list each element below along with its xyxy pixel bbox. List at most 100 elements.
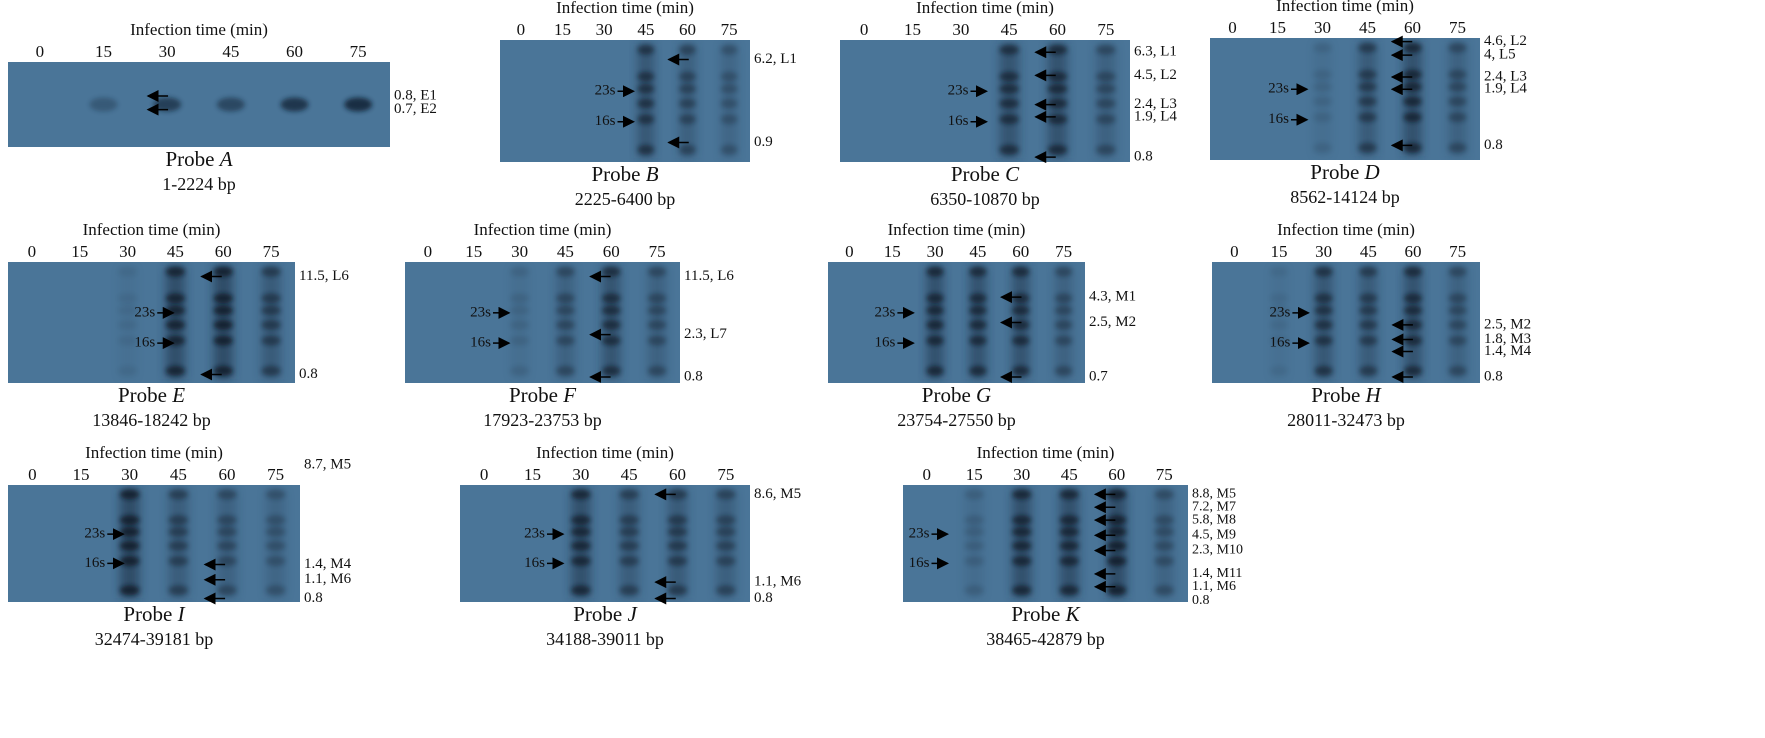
band (1358, 96, 1377, 107)
blot-panel: Infection time (min) 0 15 30 45 60 75 23s 16s 6.2… (500, 0, 797, 209)
band (217, 556, 237, 567)
band (964, 515, 984, 526)
band (1012, 489, 1032, 500)
band (165, 365, 185, 376)
size-label: 0.7 (1089, 368, 1108, 384)
band (1358, 69, 1377, 80)
probe-range: 23754-27550 bp (897, 410, 1016, 430)
blot-panel: Infection time (min) 0 15 30 45 60 75 23s 16s 4.6… (1210, 0, 1527, 207)
band (1096, 83, 1116, 94)
band (1314, 293, 1333, 304)
size-label: 4.5, L2 (1134, 67, 1177, 83)
lane-label: 45 (1360, 242, 1377, 261)
size-label: 2.5, M2 (1089, 314, 1136, 330)
band (168, 556, 189, 567)
band (1096, 44, 1116, 55)
band (1448, 335, 1467, 346)
rrna-marker: 23s (134, 304, 155, 320)
size-label: 7.2, M7 (1192, 499, 1236, 514)
band (999, 98, 1019, 109)
band (1012, 365, 1030, 376)
band (720, 98, 738, 109)
lane-label: 60 (215, 242, 232, 261)
blot-panel: Infection time (min) 0 15 30 45 60 75 23s 16s 11.… (405, 220, 734, 430)
band (118, 305, 138, 316)
band (1404, 266, 1422, 277)
band (510, 335, 529, 346)
band (1448, 81, 1467, 92)
band (647, 365, 667, 376)
band (1359, 319, 1378, 330)
band (667, 489, 688, 500)
band (969, 293, 987, 304)
band (1096, 98, 1116, 109)
band (1314, 319, 1333, 330)
band (265, 515, 286, 526)
probe-letter: J (627, 602, 638, 626)
band (1313, 142, 1332, 153)
band (344, 97, 373, 112)
band (1314, 365, 1333, 376)
probe-label: Probe G (922, 383, 991, 407)
band (926, 365, 944, 376)
band (510, 365, 529, 376)
probe-label: Probe J (573, 602, 638, 626)
probe-letter: G (976, 383, 991, 407)
band (1448, 142, 1467, 153)
size-label: 4.5, M9 (1192, 528, 1236, 543)
lane-label: 30 (572, 465, 589, 484)
band (217, 540, 237, 551)
size-label: 11.5, L6 (684, 268, 734, 284)
size-label: 0.8, E1 (394, 87, 437, 103)
lane-label: 60 (669, 465, 686, 484)
probe-letter: E (171, 383, 185, 407)
band (556, 335, 575, 346)
band (1096, 71, 1116, 82)
probe-label: Probe D (1310, 160, 1379, 184)
probe-label: Probe B (591, 162, 658, 186)
bands (510, 266, 667, 379)
band (213, 335, 233, 346)
rrna-marker: 16s (595, 113, 616, 129)
band (1314, 266, 1333, 277)
band (1059, 515, 1079, 526)
lane-label: 15 (465, 242, 482, 261)
blot (840, 40, 1130, 162)
band (1096, 144, 1116, 155)
band (1107, 585, 1127, 596)
probe-label: Probe C (951, 162, 1020, 186)
probe-label: Probe F (509, 383, 576, 407)
band (556, 293, 575, 304)
size-label: 0.7, E2 (394, 101, 437, 117)
size-label: 5.8, M8 (1192, 512, 1236, 527)
band (716, 489, 736, 500)
band (265, 556, 286, 567)
band (667, 515, 688, 526)
blot (500, 40, 750, 162)
rrna-marker: 16s (1270, 335, 1291, 351)
size-label: 0.8 (754, 590, 773, 606)
size-label: 0.8 (684, 368, 703, 384)
probe-letter: D (1364, 160, 1380, 184)
rrna-marker: 23s (470, 304, 491, 320)
probe-label: Probe K (1011, 602, 1080, 626)
band (667, 585, 688, 596)
band (1358, 142, 1377, 153)
band (667, 540, 688, 551)
lane-label: 0 (517, 20, 526, 39)
probe-label: Probe E (118, 383, 185, 407)
band (510, 319, 529, 330)
lane-label: 45 (969, 242, 986, 261)
band (619, 515, 639, 526)
band (1154, 585, 1174, 596)
band (168, 489, 189, 500)
band (720, 83, 738, 94)
band (647, 305, 667, 316)
lane-label: 0 (860, 20, 869, 39)
band (1154, 526, 1174, 537)
lane-label: 30 (952, 20, 969, 39)
size-label: 4.3, M1 (1089, 289, 1136, 305)
band (1448, 365, 1467, 376)
band (1055, 266, 1073, 277)
blot (8, 262, 295, 383)
